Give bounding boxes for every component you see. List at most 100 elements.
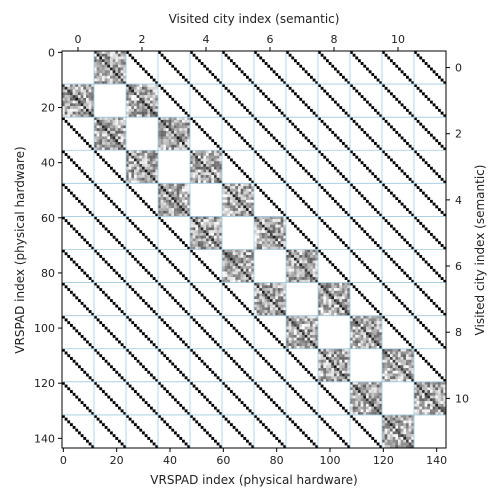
heatmap-cell [419, 401, 423, 405]
heatmap-cell [182, 136, 185, 140]
heatmap-cell [80, 111, 84, 115]
heatmap-cell [147, 161, 151, 165]
heatmap-cell [104, 119, 108, 123]
heatmap-cell [240, 263, 244, 267]
heatmap-cell [355, 323, 359, 327]
heatmap-cell [248, 194, 252, 198]
heatmap-cell [187, 246, 191, 250]
heatmap-cell [214, 439, 217, 443]
heatmap-cell [216, 78, 220, 82]
heatmap-cell [94, 144, 97, 148]
heatmap-cell [107, 136, 111, 140]
heatmap-cell [80, 108, 84, 112]
heatmap-cell [443, 147, 447, 151]
heatmap-cell [230, 208, 233, 212]
heatmap-cell [262, 290, 265, 294]
heatmap-cell [184, 199, 188, 203]
heatmap-cell [128, 150, 132, 154]
heatmap-cell [315, 266, 319, 269]
heatmap-cell [310, 373, 313, 377]
heatmap-cell [200, 326, 204, 330]
heatmap-cell [120, 136, 124, 140]
heatmap-cell [203, 177, 207, 181]
heatmap-cell [424, 392, 428, 396]
heatmap-cell [115, 403, 119, 407]
heatmap-cell [102, 81, 105, 85]
heatmap-cell [358, 326, 361, 330]
heatmap-cell [147, 370, 151, 374]
heatmap-cell [395, 365, 399, 369]
heatmap-cell [139, 150, 143, 154]
heatmap-cell [240, 103, 244, 107]
heatmap-cell [72, 161, 76, 165]
heatmap-cell [403, 304, 407, 308]
heatmap-cell [248, 213, 252, 217]
heatmap-cell [171, 64, 175, 68]
heatmap-cell [118, 274, 121, 278]
heatmap-cell [416, 401, 420, 405]
heatmap-cell [214, 175, 217, 178]
heatmap-cell [408, 376, 412, 380]
heatmap-cell [179, 213, 183, 217]
heatmap-cell [131, 100, 135, 104]
heatmap-cell [158, 125, 161, 129]
heatmap-cell [411, 434, 415, 438]
heatmap-cell [208, 227, 212, 231]
heatmap-cell [363, 337, 367, 341]
heatmap-cell [384, 431, 388, 435]
heatmap-cell [344, 379, 348, 382]
heatmap-cell [182, 340, 185, 344]
heatmap-cell [128, 84, 132, 87]
heatmap-cell [302, 315, 305, 319]
heatmap-cell [230, 260, 233, 264]
heatmap-cell [142, 180, 145, 184]
heatmap-cell [62, 95, 65, 99]
heatmap-cell [238, 299, 241, 303]
heatmap-cell [224, 213, 228, 217]
heatmap-cell [126, 108, 129, 112]
heatmap-cell [310, 332, 313, 336]
heatmap-cell [339, 357, 343, 360]
heatmap-cell [382, 117, 385, 121]
heatmap-cell [355, 384, 359, 388]
heatmap-cell [262, 216, 265, 220]
heatmap-cell [422, 412, 425, 416]
heatmap-cell [118, 51, 121, 54]
heatmap-cell [379, 326, 383, 330]
heatmap-cell [430, 384, 433, 388]
heatmap-cell [371, 343, 375, 347]
heatmap-cell [126, 381, 129, 385]
heatmap-cell [190, 117, 193, 121]
heatmap-cell [275, 436, 279, 440]
heatmap-cell [280, 243, 284, 247]
heatmap-cell [408, 414, 412, 418]
heatmap-cell [424, 95, 428, 99]
heatmap-cell [342, 75, 345, 79]
heatmap-cell [243, 260, 247, 264]
heatmap-cell [262, 230, 265, 234]
heatmap-cell [320, 368, 324, 371]
heatmap-cell [142, 431, 145, 435]
heatmap-cell [379, 180, 383, 184]
heatmap-cell [104, 144, 108, 148]
heatmap-cell [259, 288, 263, 292]
heatmap-cell [222, 51, 225, 54]
heatmap-cell [328, 95, 332, 99]
heatmap-cell [198, 219, 201, 223]
heatmap-cell [291, 354, 295, 358]
heatmap-cell [331, 282, 335, 286]
heatmap-cell [350, 318, 353, 322]
heatmap-cell [190, 164, 193, 167]
heatmap-cell [158, 128, 161, 132]
heatmap-cell [142, 158, 145, 162]
heatmap-cell [107, 125, 111, 129]
heatmap-cell [131, 86, 135, 90]
heatmap-cell [227, 183, 231, 187]
heatmap-cell [120, 409, 124, 413]
heatmap-cell [147, 111, 151, 115]
heatmap-cell [256, 293, 260, 297]
heatmap-cell [259, 89, 263, 93]
heatmap-cell [182, 213, 185, 217]
heatmap-cell [371, 321, 375, 325]
heatmap-cell [123, 246, 127, 250]
